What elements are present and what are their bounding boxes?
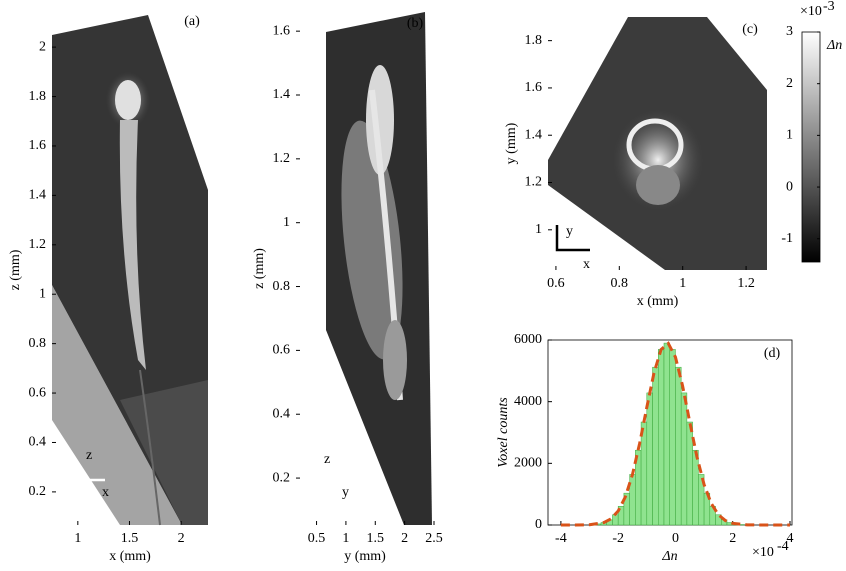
y-tick-label: 0.2 [273, 470, 291, 485]
histogram-bar [664, 343, 670, 525]
colorbar-tick-label: 0 [786, 179, 793, 194]
x-axis-label: x (mm) [109, 549, 151, 564]
y-tick-label: 2 [39, 39, 46, 54]
scale-bar-label: z [86, 448, 92, 463]
panel-label: (b) [407, 16, 424, 31]
x-tick-label: -2 [612, 531, 624, 546]
histogram-bar [653, 367, 659, 525]
image-a [52, 15, 208, 525]
x-axis-label: x (mm) [637, 294, 679, 309]
y-tick-label: 1.2 [273, 151, 291, 166]
x-tick-label: 2.5 [425, 531, 443, 546]
y-tick-label: 1.6 [29, 138, 47, 153]
colorbar-tick-label: 1 [786, 128, 793, 143]
y-axis-label: Voxel counts [496, 397, 511, 468]
histogram-bar [693, 450, 699, 525]
x-tick-label: 0.8 [611, 276, 629, 291]
y-tick-label: 1.8 [525, 33, 543, 48]
histogram-bar [658, 349, 664, 525]
histogram-bar [630, 474, 636, 525]
scale-bar-label: y [566, 224, 573, 239]
y-tick-label: 0 [535, 517, 542, 532]
colorbar [802, 32, 820, 262]
x-tick-label: 1 [679, 276, 686, 291]
histogram-bar [675, 367, 681, 525]
y-tick-label: 0.6 [273, 343, 291, 358]
panel-label: (d) [764, 346, 781, 361]
y-tick-label: 0.6 [29, 385, 47, 400]
histogram-bar [670, 349, 676, 525]
panel-label: (c) [742, 22, 758, 37]
x-tick-label: 0.6 [547, 276, 565, 291]
figure: 1 1.5 2 0.2 0.4 0.6 0.8 1 1.2 1.4 1.6 1.8 2 x (mm) z (… [0, 0, 846, 571]
colorbar-exponent-power: -3 [823, 0, 835, 14]
x-axis-label: Δn [661, 549, 677, 564]
x-tick-label: 1.5 [367, 531, 385, 546]
x-tick-label: 0 [672, 531, 679, 546]
y-axis-label: z (mm) [8, 249, 23, 290]
x-tick-label: 1 [74, 531, 81, 546]
image-b [326, 12, 432, 525]
y-tick-label: 1 [283, 215, 290, 230]
x-exponent: ×10 [752, 545, 774, 560]
x-tick-label: -4 [555, 531, 567, 546]
y-tick-label: 1 [535, 222, 542, 237]
histogram-bar [641, 422, 647, 525]
x-tick-label: 1.2 [737, 276, 755, 291]
y-tick-label: 0.8 [29, 336, 47, 351]
x-tick-label: 2 [729, 531, 736, 546]
y-tick-label: 1.2 [525, 175, 543, 190]
y-tick-label: 2000 [514, 456, 542, 471]
y-tick-label: 1.4 [525, 127, 543, 142]
colorbar-tick-label: 3 [786, 24, 793, 39]
image-c [548, 17, 767, 270]
y-tick-label: 1.6 [525, 80, 543, 95]
scale-bar-label: x [102, 485, 109, 500]
scale-bar-label: z [324, 452, 330, 467]
x-tick-label: 0.5 [308, 531, 326, 546]
scale-bar [557, 225, 590, 250]
y-tick-label: 1.4 [29, 188, 47, 203]
y-tick-label: 1.6 [273, 23, 291, 38]
y-tick-label: 1 [39, 286, 46, 301]
y-axis-label: y (mm) [504, 122, 519, 164]
x-tick-label: 1.5 [121, 531, 139, 546]
y-tick-label: 1.4 [273, 87, 291, 102]
y-tick-label: 0.8 [273, 279, 291, 294]
y-tick-label: 0.4 [29, 435, 47, 450]
y-axis-label: z (mm) [252, 248, 267, 289]
panel-label: (a) [184, 14, 200, 29]
scale-bar-label: x [583, 257, 590, 272]
y-tick-label: 4000 [514, 394, 542, 409]
y-tick-label: 1.2 [29, 237, 47, 252]
x-tick-label: 2 [178, 531, 185, 546]
y-tick-label: 6000 [514, 332, 542, 347]
y-tick-label: 1.8 [29, 89, 47, 104]
x-tick-label: 2 [401, 531, 408, 546]
x-tick-label: 1 [342, 531, 349, 546]
y-tick-label: 0.4 [273, 406, 291, 421]
colorbar-tick-label: 2 [786, 76, 793, 91]
colorbar-tick-label: -1 [781, 231, 793, 246]
colorbar-label: Δn [826, 38, 842, 53]
histogram-bar [612, 515, 618, 525]
y-tick-label: 0.2 [29, 484, 47, 499]
colorbar-exponent: ×10 [800, 4, 822, 19]
scale-bar-label: y [342, 485, 349, 500]
histogram-bar [681, 393, 687, 525]
x-axis-label: y (mm) [344, 549, 386, 564]
histogram-bar [647, 393, 653, 525]
x-exponent-power: -4 [777, 539, 789, 554]
